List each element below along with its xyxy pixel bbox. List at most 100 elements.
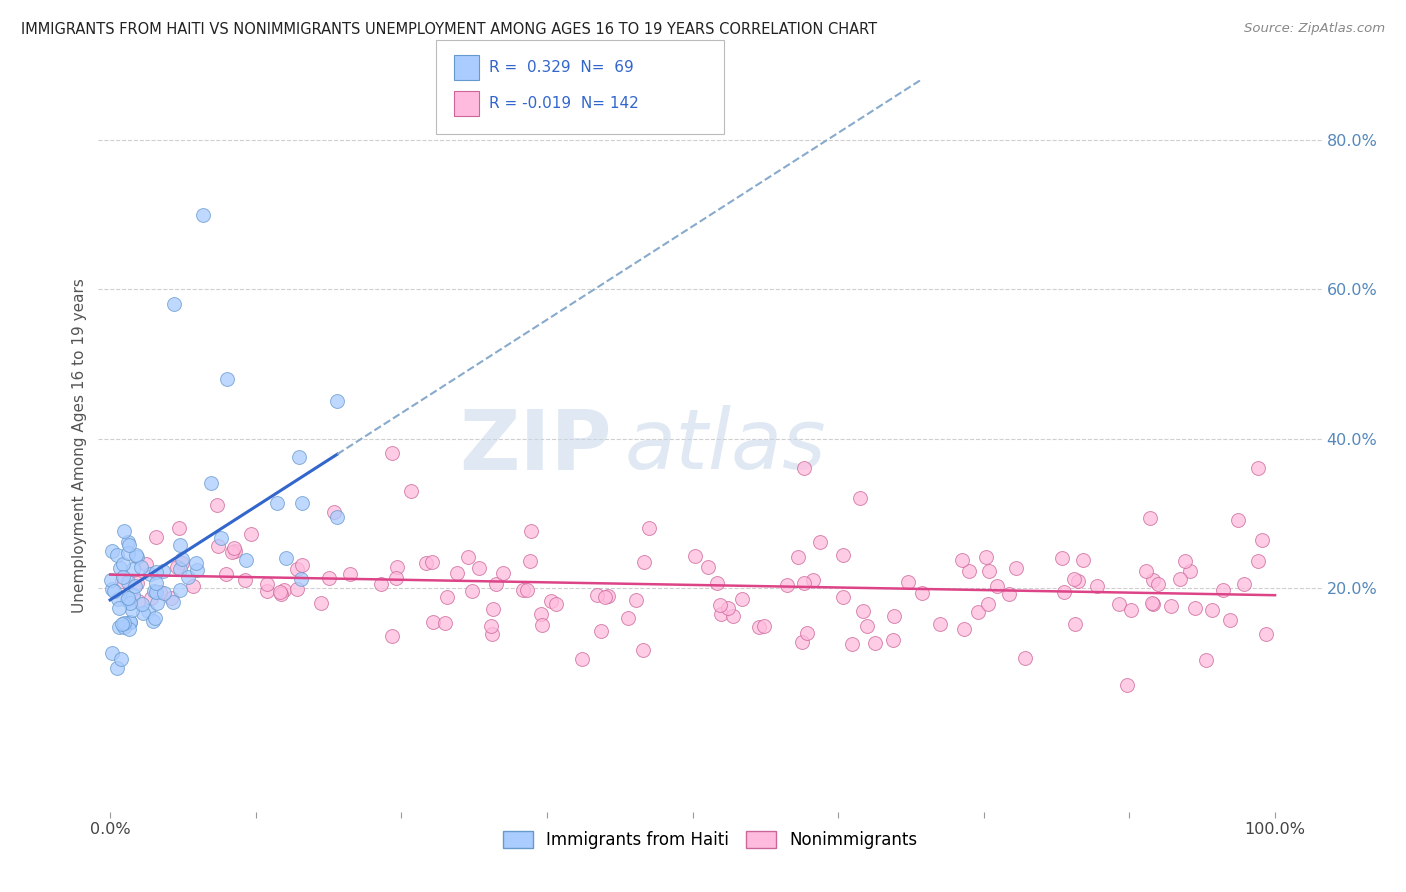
Point: [1195, 653, 1218, 667]
Point: [205, 498, 228, 512]
Point: [153, 585, 176, 599]
Point: [731, 592, 754, 607]
Point: [950, 553, 973, 567]
Y-axis label: Unemployment Among Ages 16 to 19 years: Unemployment Among Ages 16 to 19 years: [72, 278, 87, 614]
Point: [125, 548, 148, 562]
Point: [1115, 678, 1137, 692]
Point: [125, 549, 148, 564]
Point: [415, 556, 437, 570]
Point: [110, 652, 132, 666]
Point: [717, 601, 740, 615]
Point: [222, 541, 245, 556]
Point: [1227, 513, 1250, 527]
Point: [831, 548, 853, 562]
Point: [883, 609, 905, 624]
Point: [107, 592, 129, 607]
Point: [1067, 574, 1090, 589]
Point: [1174, 553, 1197, 567]
Point: [420, 555, 443, 569]
Point: [434, 616, 457, 631]
Point: [207, 539, 229, 553]
Point: [193, 208, 215, 222]
Point: [1160, 599, 1182, 614]
Point: [540, 594, 562, 608]
Point: [103, 584, 125, 599]
Point: [754, 619, 776, 633]
Point: [977, 597, 1000, 611]
Point: [285, 562, 308, 576]
Point: [697, 560, 720, 574]
Text: ZIP: ZIP: [460, 406, 612, 486]
Point: [841, 637, 863, 651]
Point: [101, 544, 124, 558]
Point: [287, 450, 309, 465]
Point: [384, 571, 406, 585]
Point: [186, 563, 208, 577]
Point: [145, 530, 167, 544]
Point: [111, 616, 134, 631]
Point: [131, 597, 153, 611]
Point: [143, 583, 166, 598]
Point: [593, 590, 616, 604]
Point: [256, 583, 278, 598]
Point: [683, 549, 706, 563]
Point: [142, 614, 165, 628]
Point: [162, 595, 184, 609]
Legend: Immigrants from Haiti, Nonimmigrants: Immigrants from Haiti, Nonimmigrants: [496, 824, 924, 856]
Point: [115, 592, 138, 607]
Point: [1108, 597, 1130, 611]
Point: [169, 521, 191, 535]
Point: [790, 635, 813, 649]
Point: [1250, 533, 1272, 547]
Text: Source: ZipAtlas.com: Source: ZipAtlas.com: [1244, 22, 1385, 36]
Text: R =  0.329  N=  69: R = 0.329 N= 69: [489, 61, 634, 75]
Point: [136, 604, 159, 618]
Point: [132, 607, 155, 621]
Point: [1147, 577, 1170, 591]
Point: [145, 611, 167, 625]
Point: [184, 556, 207, 570]
Point: [436, 590, 458, 604]
Point: [285, 582, 308, 596]
Point: [479, 618, 502, 632]
Point: [1063, 572, 1085, 586]
Point: [129, 560, 152, 574]
Text: atlas: atlas: [624, 406, 827, 486]
Point: [381, 629, 404, 643]
Point: [1247, 554, 1270, 568]
Point: [631, 642, 654, 657]
Point: [633, 555, 655, 569]
Point: [224, 544, 246, 558]
Point: [596, 589, 619, 603]
Point: [291, 496, 314, 510]
Point: [897, 574, 920, 589]
Point: [273, 583, 295, 598]
Point: [200, 475, 222, 490]
Point: [100, 573, 122, 587]
Point: [849, 491, 872, 506]
Point: [112, 615, 135, 630]
Point: [108, 619, 131, 633]
Point: [1135, 564, 1157, 578]
Point: [121, 589, 143, 603]
Point: [709, 598, 731, 612]
Point: [531, 618, 554, 632]
Point: [111, 569, 134, 583]
Point: [748, 619, 770, 633]
Text: IMMIGRANTS FROM HAITI VS NONIMMIGRANTS UNEMPLOYMENT AMONG AGES 16 TO 19 YEARS CO: IMMIGRANTS FROM HAITI VS NONIMMIGRANTS U…: [21, 22, 877, 37]
Point: [529, 607, 551, 621]
Point: [326, 394, 349, 409]
Point: [710, 607, 733, 622]
Point: [170, 557, 193, 571]
Point: [1184, 600, 1206, 615]
Point: [1014, 650, 1036, 665]
Point: [1233, 577, 1256, 591]
Point: [105, 661, 128, 675]
Point: [120, 615, 142, 629]
Point: [124, 579, 146, 593]
Point: [1219, 613, 1241, 627]
Point: [723, 608, 745, 623]
Point: [1121, 603, 1143, 617]
Point: [808, 534, 831, 549]
Point: [793, 461, 815, 475]
